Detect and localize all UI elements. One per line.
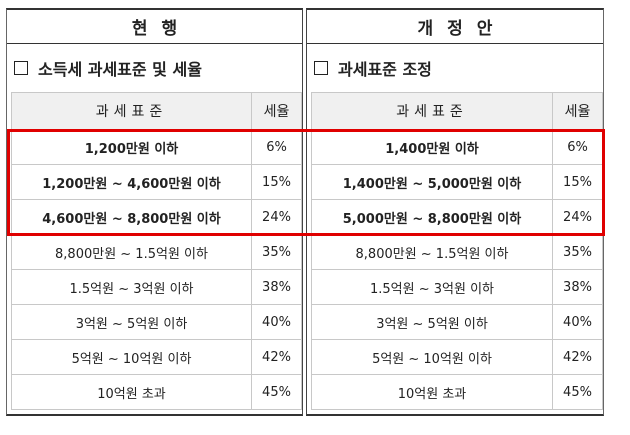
col-header-base: 과세표준 — [311, 92, 553, 130]
tax-base-cell: 1.5억원 ~ 3억원 이하 — [11, 269, 252, 305]
tax-base-cell: 3억원 ~ 5억원 이하 — [311, 304, 553, 340]
table-row: 4,600만원 ~ 8,800만원 이하 24% — [11, 199, 302, 235]
tax-base-cell: 1,400만원 이하 — [311, 129, 553, 165]
table-row: 3억원 ~ 5억원 이하 40% — [11, 304, 302, 340]
tax-base-cell: 10억원 초과 — [311, 374, 553, 410]
tax-rate-cell: 6% — [251, 129, 302, 165]
tax-base-cell: 10억원 초과 — [11, 374, 252, 410]
tax-rate-cell: 35% — [251, 234, 302, 270]
tax-rate-cell: 24% — [251, 199, 302, 235]
tax-base-cell: 1,200만원 이하 — [11, 129, 252, 165]
table-row: 1.5억원 ~ 3억원 이하 38% — [311, 269, 603, 305]
tax-rate-cell: 38% — [251, 269, 302, 305]
table-row: 1,200만원 ~ 4,600만원 이하 15% — [11, 164, 302, 200]
tax-rate-cell: 15% — [552, 164, 603, 200]
table-row: 5억원 ~ 10억원 이하 42% — [311, 339, 603, 375]
proposed-heading: 개정안 — [307, 10, 603, 44]
tax-rate-cell: 40% — [251, 304, 302, 340]
table-row: 5억원 ~ 10억원 이하 42% — [11, 339, 302, 375]
tax-base-cell: 5억원 ~ 10억원 이하 — [311, 339, 553, 375]
table-row: 1,200만원 이하 6% — [11, 129, 302, 165]
table-row: 3억원 ~ 5억원 이하 40% — [311, 304, 603, 340]
col-header-rate: 세율 — [552, 92, 603, 130]
tax-rate-cell: 42% — [251, 339, 302, 375]
tax-base-cell: 1.5억원 ~ 3억원 이하 — [311, 269, 553, 305]
tax-rate-cell: 45% — [251, 374, 302, 410]
checkbox-icon — [14, 61, 28, 75]
tax-rate-cell: 45% — [552, 374, 603, 410]
tax-base-cell: 3억원 ~ 5억원 이하 — [11, 304, 252, 340]
tax-rate-cell: 35% — [552, 234, 603, 270]
tax-base-cell: 1,400만원 ~ 5,000만원 이하 — [311, 164, 553, 200]
proposed-subtitle: 과세표준 조정 — [338, 60, 432, 79]
table-header-row: 과세표준 세율 — [311, 92, 603, 130]
table-row: 1,400만원 ~ 5,000만원 이하 15% — [311, 164, 603, 200]
current-panel: 현행 소득세 과세표준 및 세율 과세표준 세율 1,200만원 이하 6% 1,2… — [6, 8, 303, 416]
proposed-rate-table: 과세표준 세율 1,400만원 이하 6% 1,400만원 ~ 5,000만원 이하… — [311, 92, 603, 410]
table-row: 8,800만원 ~ 1.5억원 이하 35% — [311, 234, 603, 270]
current-subtitle: 소득세 과세표준 및 세율 — [38, 60, 202, 79]
current-subtitle-row: 소득세 과세표준 및 세율 — [7, 44, 302, 92]
tax-base-cell: 1,200만원 ~ 4,600만원 이하 — [11, 164, 252, 200]
current-heading: 현행 — [7, 10, 302, 44]
proposed-subtitle-row: 과세표준 조정 — [307, 44, 603, 92]
tax-rate-cell: 24% — [552, 199, 603, 235]
tax-rate-cell: 6% — [552, 129, 603, 165]
tax-rate-cell: 15% — [251, 164, 302, 200]
tax-rate-cell: 42% — [552, 339, 603, 375]
col-header-rate: 세율 — [251, 92, 302, 130]
proposed-panel: 개정안 과세표준 조정 과세표준 세율 1,400만원 이하 6% 1,400만원 … — [306, 8, 604, 416]
current-rate-table: 과세표준 세율 1,200만원 이하 6% 1,200만원 ~ 4,600만원 이하… — [11, 92, 302, 410]
tax-rate-cell: 38% — [552, 269, 603, 305]
table-row: 5,000만원 ~ 8,800만원 이하 24% — [311, 199, 603, 235]
table-row: 1.5억원 ~ 3억원 이하 38% — [11, 269, 302, 305]
tax-base-cell: 8,800만원 ~ 1.5억원 이하 — [311, 234, 553, 270]
tax-rate-cell: 40% — [552, 304, 603, 340]
tax-base-cell: 5,000만원 ~ 8,800만원 이하 — [311, 199, 553, 235]
checkbox-icon — [314, 61, 328, 75]
tax-base-cell: 8,800만원 ~ 1.5억원 이하 — [11, 234, 252, 270]
table-row: 1,400만원 이하 6% — [311, 129, 603, 165]
table-row: 10억원 초과 45% — [11, 374, 302, 410]
tax-base-cell: 4,600만원 ~ 8,800만원 이하 — [11, 199, 252, 235]
table-header-row: 과세표준 세율 — [11, 92, 302, 130]
table-row: 8,800만원 ~ 1.5억원 이하 35% — [11, 234, 302, 270]
table-row: 10억원 초과 45% — [311, 374, 603, 410]
tax-base-cell: 5억원 ~ 10억원 이하 — [11, 339, 252, 375]
col-header-base: 과세표준 — [11, 92, 252, 130]
